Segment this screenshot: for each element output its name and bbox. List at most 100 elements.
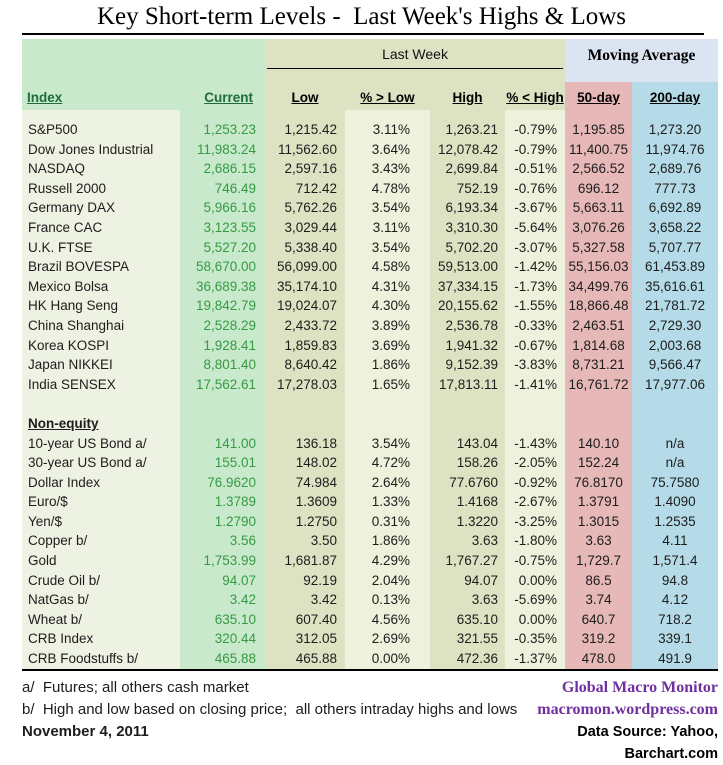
table-row: France CAC 3,123.55 3,029.44 3.11% 3,310.30-… xyxy=(22,217,719,238)
pct-above-low-cell: 2.69% xyxy=(345,629,430,650)
high-cell: 321.55 xyxy=(430,629,505,650)
pct-below-high-cell xyxy=(505,413,566,434)
current-cell: 2,686.15 xyxy=(180,159,265,179)
current-cell: 320.44 xyxy=(180,629,265,650)
high-header-label: High xyxy=(452,90,483,105)
high-cell: 59,513.00 xyxy=(430,257,505,277)
table-row: CRB Index 320.44 312.05 2.69% 321.55 -0.35% 31… xyxy=(22,629,719,650)
current-cell: 155.01 xyxy=(180,453,265,473)
table-row: Copper b/3.56 3.50 1.86% 3.63 -1.80% 3.63 4.11 xyxy=(22,531,719,552)
index-header-label: Index xyxy=(27,90,63,105)
index-label-cell: Korea KOSPI xyxy=(22,335,180,356)
pct-above-low-cell: 1.86% xyxy=(345,355,430,375)
pct-above-low-cell: 3.54% xyxy=(345,433,430,454)
table-row: Brazil BOVESPA 58,670.00 56,099.00 4.58% 59,… xyxy=(22,257,719,277)
table-row: Korea KOSPI 1,928.41 1,859.83 3.69% 1,941.32… xyxy=(22,335,719,356)
pct-below-high-cell: -5.64% xyxy=(505,217,566,238)
ma50-cell: 2,463.51 xyxy=(565,315,633,336)
buffer-cell xyxy=(632,110,719,120)
pct-above-low-cell: 4.58% xyxy=(345,257,430,277)
buffer-cell xyxy=(22,110,180,120)
ma200-cell: 491.9 xyxy=(632,649,719,670)
pct-below-high-cell: -0.51% xyxy=(505,159,566,179)
pct-below-high-cell: 0.00% xyxy=(505,570,566,591)
title-divider xyxy=(22,33,704,35)
high-cell xyxy=(430,413,505,434)
table-row: CRB Foodstuffs b/465.88 465.88 0.00% 472.36… xyxy=(22,649,719,670)
ma200-cell: 718.2 xyxy=(632,609,719,630)
ma200-cell: 4.11 xyxy=(632,531,719,552)
high-cell: 37,334.15 xyxy=(430,276,505,297)
pct-below-high-cell: -3.25% xyxy=(505,511,566,532)
index-label-cell: Dollar Index xyxy=(22,472,180,493)
ma50-cell: 5,327.58 xyxy=(565,237,633,258)
column-header-row: Index Current Low % > Low High % < High … xyxy=(22,82,719,110)
ma200-cell: 6,692.89 xyxy=(632,198,719,218)
ma50-cell: 478.0 xyxy=(565,649,633,670)
index-label-cell: Brazil BOVESPA xyxy=(22,257,180,277)
pct-above-low-cell: 4.31% xyxy=(345,276,430,297)
pct-above-low-cell: 4.78% xyxy=(345,178,430,199)
pct-above-low-cell: 3.11% xyxy=(345,120,430,140)
current-cell: 11,983.24 xyxy=(180,139,265,160)
ma50-cell: 2,566.52 xyxy=(565,159,633,179)
ma50-cell: 3.74 xyxy=(565,590,633,610)
ma50-cell: 1,195.85 xyxy=(565,120,633,140)
table-row: Japan NIKKEI 8,801.40 8,640.42 1.86% 9,152.3… xyxy=(22,355,719,375)
high-cell: 77.6760 xyxy=(430,472,505,493)
low-cell: 92.19 xyxy=(265,570,345,591)
column-header-current: Current xyxy=(180,82,265,110)
low-cell: 1,681.87 xyxy=(265,551,345,571)
buffer-cell xyxy=(345,110,430,120)
buffer-cell xyxy=(430,110,505,120)
pct-below-high-cell: -1.43% xyxy=(505,433,566,454)
pct-above-low-header-label: % > Low xyxy=(360,90,415,105)
pct-above-low-cell: 3.64% xyxy=(345,139,430,160)
table-row: Mexico Bolsa 36,689.38 35,174.10 4.31% 37,33… xyxy=(22,276,719,297)
low-cell: 1.3609 xyxy=(265,492,345,512)
index-label-cell: Mexico Bolsa xyxy=(22,276,180,297)
ma200-header-label: 200-day xyxy=(649,90,701,105)
pct-above-low-cell: 0.00% xyxy=(345,649,430,670)
moving-average-group-header: Moving Average xyxy=(565,39,719,82)
ma50-cell: 76.8170 xyxy=(565,472,633,493)
index-label-cell: Germany DAX xyxy=(22,198,180,218)
table-row: Germany DAX 5,966.16 5,762.26 3.54% 6,193.34… xyxy=(22,198,719,218)
brand-url[interactable]: macromon.wordpress.com xyxy=(537,700,718,718)
high-cell: 3,310.30 xyxy=(430,217,505,238)
ma200-cell: 777.73 xyxy=(632,178,719,199)
pct-below-high-cell: -1.73% xyxy=(505,276,566,297)
page-title: Key Short-term Levels - Last Week's High… xyxy=(96,3,627,30)
ma200-cell: 61,453.89 xyxy=(632,257,719,277)
pct-above-low-cell: 3.11% xyxy=(345,217,430,238)
low-cell: 136.18 xyxy=(265,433,345,454)
pct-below-high-cell: -1.41% xyxy=(505,374,566,395)
low-cell: 2,597.16 xyxy=(265,159,345,179)
index-label-cell: U.K. FTSE xyxy=(22,237,180,258)
column-header-high: High xyxy=(430,82,505,110)
current-cell: 94.07 xyxy=(180,570,265,591)
pct-below-high-cell: -0.76% xyxy=(505,178,566,199)
low-cell: 148.02 xyxy=(265,453,345,473)
ma50-cell: 18,866.48 xyxy=(565,296,633,316)
pct-below-high-cell: -1.80% xyxy=(505,531,566,552)
index-label-cell: Dow Jones Industrial xyxy=(22,139,180,160)
table-row: Wheat b/635.10 607.40 4.56% 635.10 0.00% 640.… xyxy=(22,609,719,630)
low-cell: 3,029.44 xyxy=(265,217,345,238)
credits: Global Macro Monitor macromon.wordpress.… xyxy=(492,677,718,765)
buffer-cell xyxy=(565,110,633,120)
ma200-cell: 3,658.22 xyxy=(632,217,719,238)
column-header-low: Low xyxy=(265,82,345,110)
column-header-50-day: 50-day xyxy=(565,82,633,110)
ma200-cell: 339.1 xyxy=(632,629,719,650)
current-cell: 1,253.23 xyxy=(180,120,265,140)
pct-above-low-cell: 3.89% xyxy=(345,315,430,336)
pct-below-high-cell: -0.75% xyxy=(505,551,566,571)
high-cell xyxy=(430,394,505,414)
index-label-cell: 10-year US Bond a/ xyxy=(22,433,180,454)
pct-below-high-cell: -1.42% xyxy=(505,257,566,277)
table-row: S&P500 1,253.23 1,215.42 3.11% 1,263.21 -0.79… xyxy=(22,120,719,140)
pct-below-high-cell xyxy=(505,394,566,414)
ma50-cell: 1,814.68 xyxy=(565,335,633,356)
index-label-cell: Euro/$ xyxy=(22,492,180,512)
